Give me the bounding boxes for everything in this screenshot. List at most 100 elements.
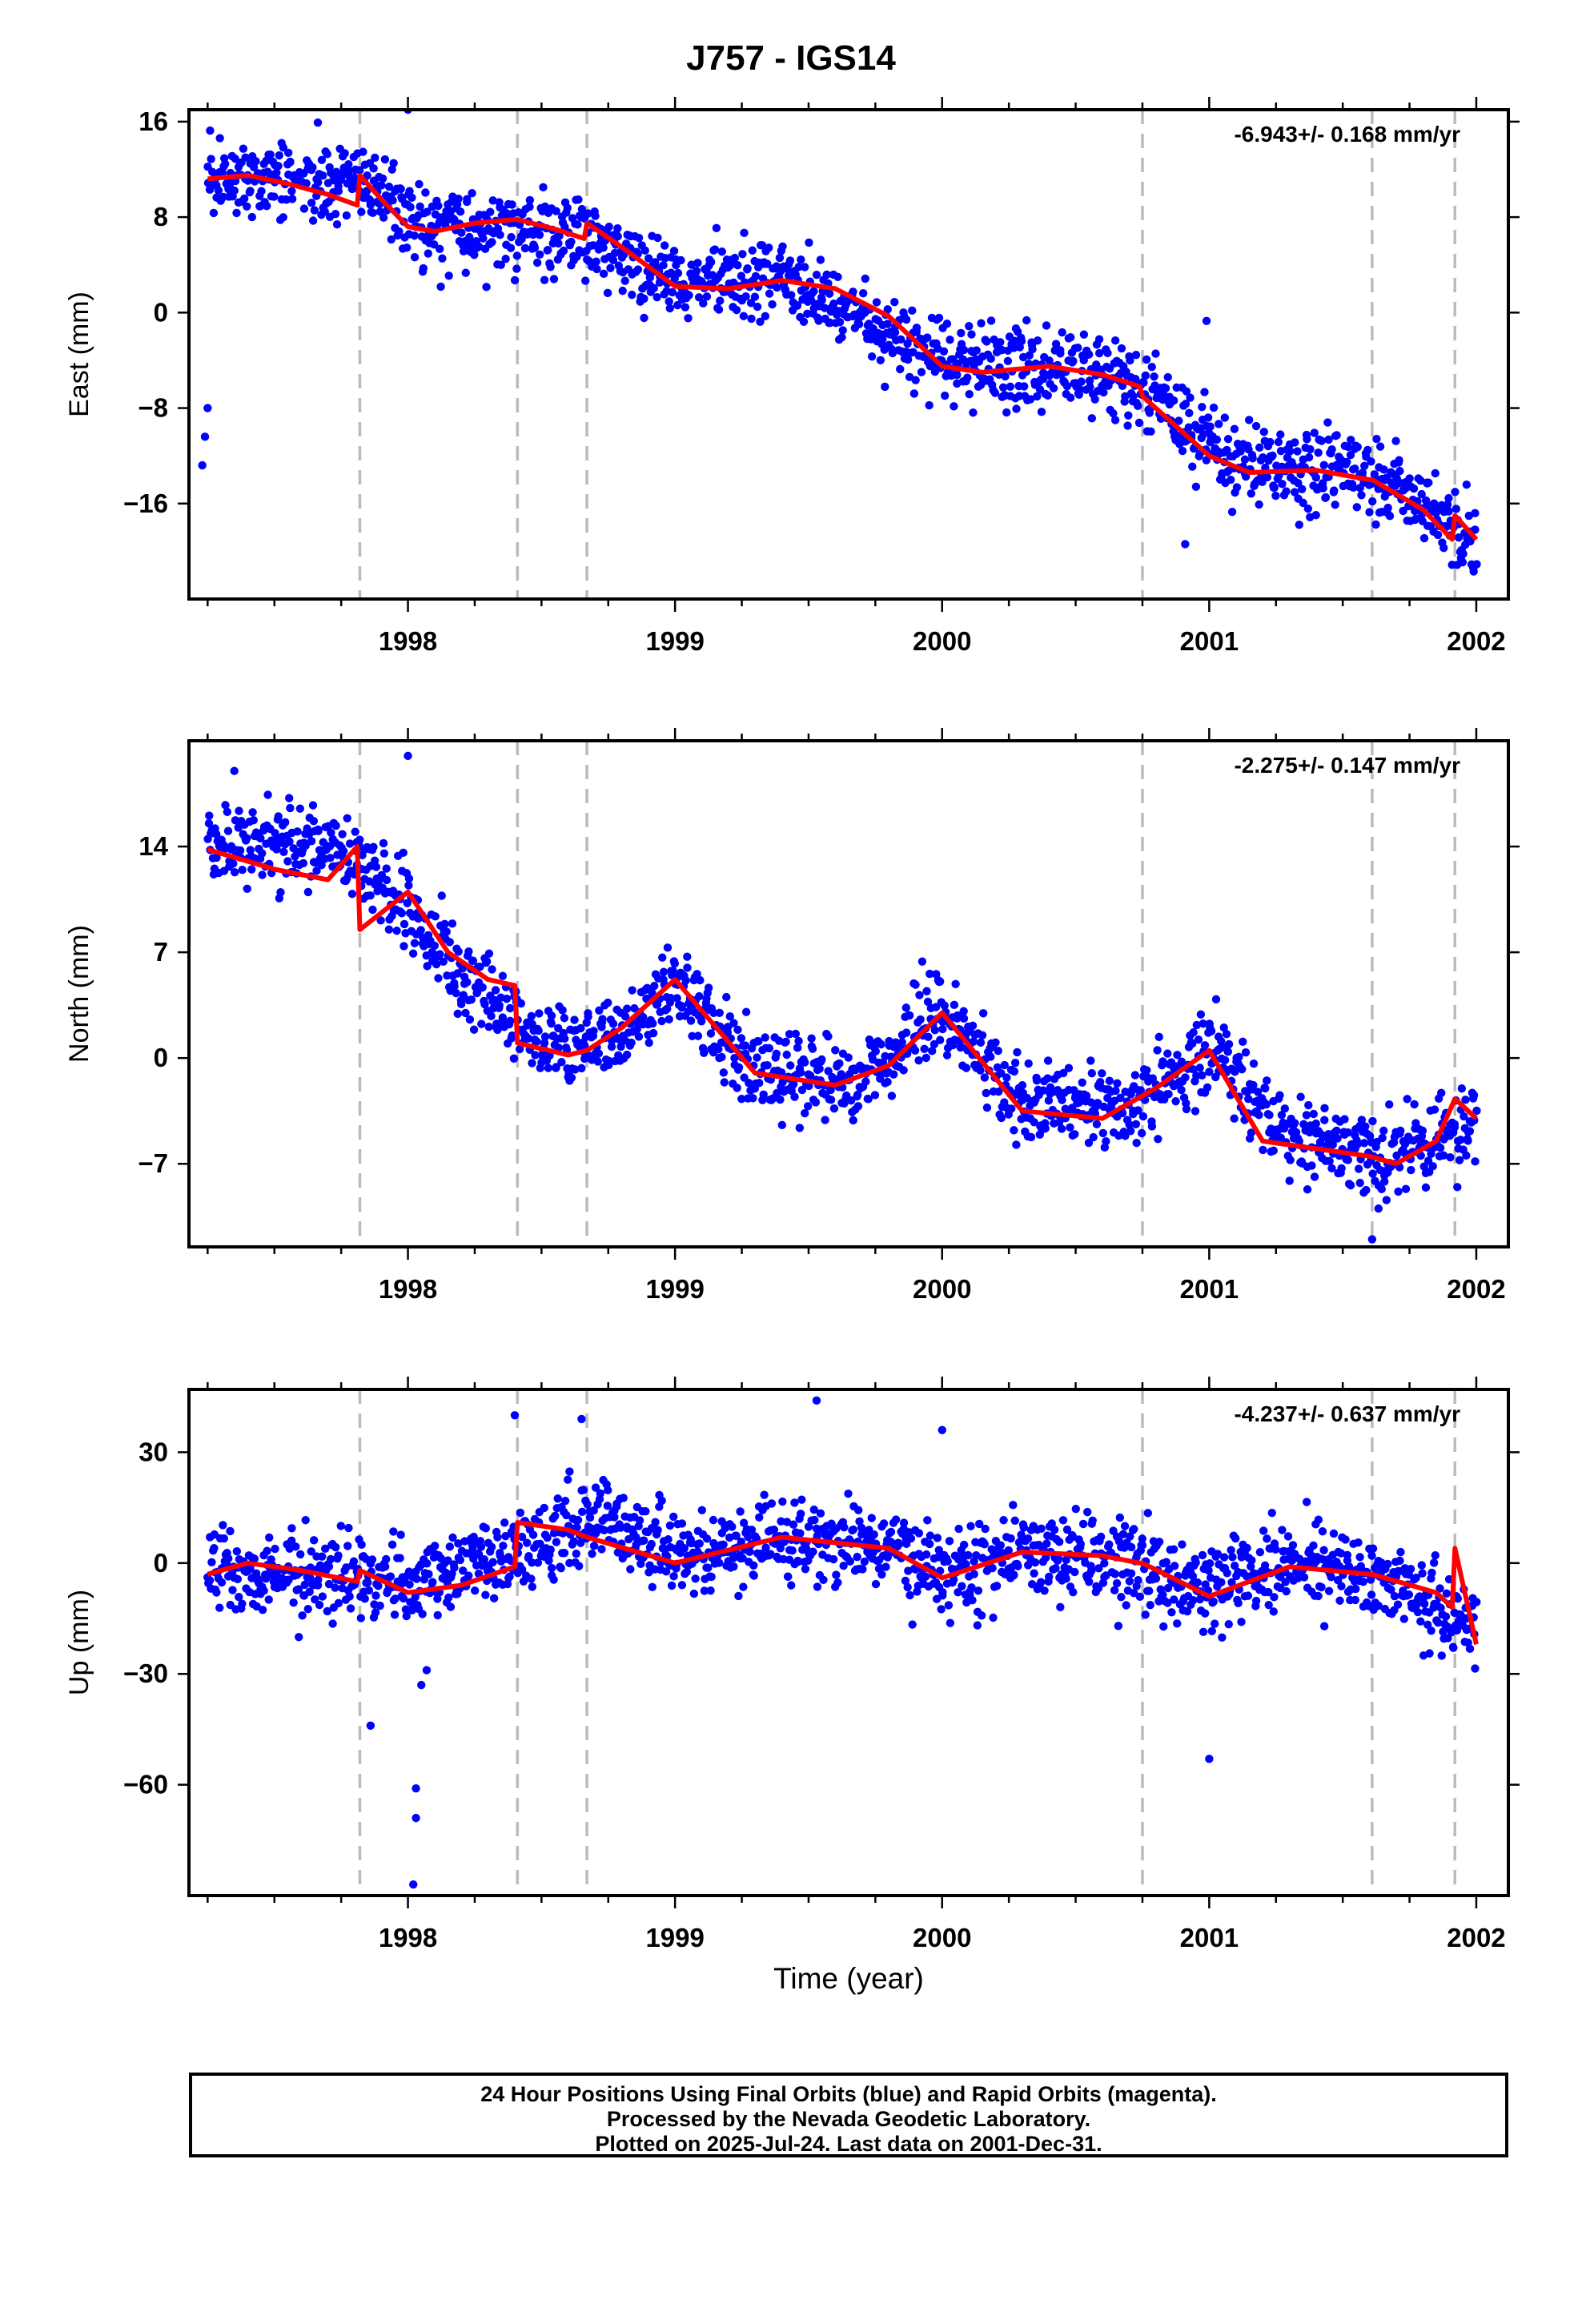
- data-point: [1399, 1614, 1409, 1623]
- data-point: [1076, 1539, 1086, 1549]
- data-point: [399, 848, 408, 858]
- data-point: [1404, 1590, 1414, 1599]
- data-point: [333, 850, 342, 859]
- data-point: [853, 1090, 862, 1100]
- data-point: [1170, 1562, 1179, 1570]
- data-point: [760, 1490, 769, 1499]
- data-point: [1302, 1111, 1311, 1120]
- data-point: [854, 1506, 863, 1514]
- data-point: [1401, 1184, 1411, 1193]
- data-point: [347, 889, 357, 899]
- data-point: [540, 1503, 548, 1513]
- data-point: [334, 187, 343, 195]
- data-point: [1453, 1594, 1463, 1603]
- data-point: [1170, 1595, 1178, 1604]
- data-point: [937, 1605, 946, 1614]
- data-point: [207, 155, 215, 163]
- data-point: [595, 1006, 604, 1015]
- data-point: [588, 1550, 596, 1558]
- data-point: [1304, 1100, 1313, 1110]
- data-point: [1411, 1573, 1420, 1582]
- data-point: [1259, 428, 1268, 436]
- data-point: [1064, 1063, 1074, 1072]
- data-point: [577, 1063, 586, 1073]
- data-point: [728, 1522, 737, 1531]
- data-point: [223, 826, 233, 835]
- data-point: [371, 1608, 380, 1617]
- data-point: [1087, 1068, 1096, 1078]
- data-point: [1267, 1509, 1276, 1518]
- data-point: [867, 1514, 876, 1522]
- data-point: [940, 1001, 949, 1010]
- data-point: [982, 1103, 992, 1112]
- data-point: [1346, 436, 1355, 444]
- data-point: [789, 1520, 798, 1529]
- data-point: [1346, 1180, 1355, 1190]
- data-point: [775, 253, 785, 263]
- data-point: [525, 202, 534, 211]
- data-point: [1213, 1550, 1223, 1558]
- data-point: [981, 1524, 990, 1534]
- data-point: [616, 1523, 625, 1532]
- data-point: [452, 988, 460, 998]
- data-point: [212, 853, 221, 862]
- data-point: [305, 1587, 314, 1596]
- data-point: [1336, 1549, 1346, 1558]
- x-tick-label: 2001: [1180, 626, 1239, 656]
- data-point: [454, 194, 463, 203]
- data-point: [745, 1547, 754, 1556]
- data-point: [572, 1523, 581, 1532]
- data-point: [1121, 1132, 1130, 1140]
- data-point: [697, 1017, 706, 1026]
- data-point: [968, 1595, 977, 1605]
- data-point: [1019, 382, 1029, 391]
- data-point: [998, 345, 1006, 355]
- y-axis-label: North (mm): [64, 925, 94, 1063]
- data-point: [883, 1077, 892, 1087]
- data-point: [800, 263, 809, 271]
- data-point: [867, 352, 877, 361]
- data-point: [1357, 1116, 1367, 1124]
- data-point: [930, 1039, 939, 1049]
- data-point: [274, 812, 283, 821]
- data-point: [1449, 1643, 1458, 1652]
- data-point: [584, 209, 592, 218]
- data-point: [472, 1561, 481, 1570]
- data-point: [717, 247, 726, 256]
- data-point: [1037, 1524, 1046, 1533]
- data-point: [610, 1513, 619, 1522]
- data-point: [994, 1047, 1002, 1055]
- data-point: [1452, 1626, 1462, 1635]
- data-point: [623, 1004, 632, 1013]
- data-point: [779, 1554, 788, 1564]
- data-point: [1135, 1592, 1145, 1602]
- data-point: [688, 1031, 697, 1041]
- data-point: [294, 1585, 303, 1594]
- data-point: [833, 1578, 842, 1587]
- data-point: [1130, 1589, 1138, 1598]
- data-point: [459, 1566, 468, 1575]
- data-point: [1405, 474, 1414, 483]
- data-point: [238, 865, 247, 875]
- data-point: [467, 995, 476, 1004]
- plot-frame: [187, 108, 1510, 601]
- data-point: [1125, 1577, 1134, 1586]
- data-point: [565, 1467, 574, 1476]
- data-point: [395, 227, 404, 236]
- data-point: [1113, 1079, 1122, 1088]
- y-tick-label: −30: [123, 1659, 168, 1688]
- data-point: [363, 171, 371, 180]
- data-point: [396, 1554, 404, 1562]
- data-point: [1200, 1041, 1210, 1050]
- data-point: [1098, 1069, 1106, 1078]
- data-point: [797, 1495, 806, 1504]
- data-point: [969, 408, 978, 417]
- data-point: [692, 267, 701, 275]
- data-point: [382, 864, 391, 873]
- data-point: [263, 1546, 271, 1555]
- data-point: [520, 243, 530, 253]
- data-point: [640, 1536, 648, 1545]
- data-point: [560, 1034, 569, 1043]
- data-point: [560, 1014, 569, 1023]
- data-point: [1058, 1516, 1068, 1525]
